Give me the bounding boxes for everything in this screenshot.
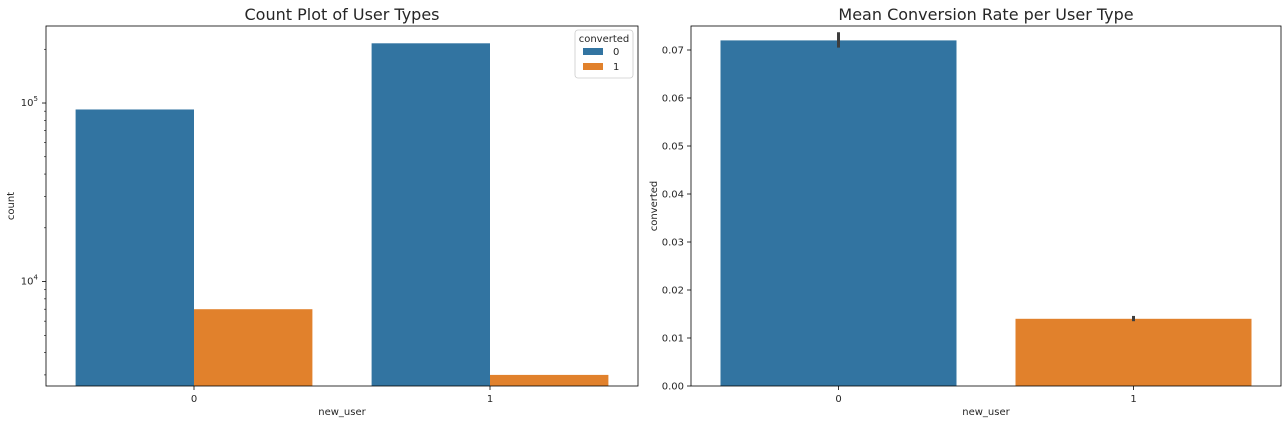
- x-tick-label-1: 1: [1130, 394, 1136, 405]
- y-tick-label-7: 0.07: [662, 46, 684, 57]
- bar-new-user-0-converted-1: [194, 309, 313, 386]
- bar-new-user-1: [1015, 318, 1252, 386]
- count-plot-title: Count Plot of User Types: [245, 5, 440, 24]
- legend-label-0: 0: [613, 47, 619, 58]
- legend-label-1: 1: [613, 62, 619, 73]
- count-plot-y-label: count: [6, 192, 17, 220]
- y-tick-label-5: 0.05: [662, 142, 684, 153]
- y-tick-label-4: 0.04: [662, 190, 684, 201]
- y-tick-label-2: 0.02: [662, 286, 684, 297]
- conversion-rate-y-ticks: 0.00 0.01 0.02 0.03 0.04 0.05 0.06 0.07: [662, 46, 691, 393]
- x-tick-label-0: 0: [835, 394, 841, 405]
- legend-swatch-1: [583, 63, 603, 70]
- count-plot-frame: [45, 25, 639, 387]
- count-plot-legend: converted 0 1: [574, 29, 634, 79]
- x-tick-label-1: 1: [487, 394, 493, 405]
- y-tick-label-3: 0.03: [662, 238, 684, 249]
- count-plot-area: [75, 43, 609, 387]
- conversion-rate-y-label: converted: [649, 181, 660, 232]
- count-plot-y-ticks: 104 105: [21, 48, 46, 376]
- conversion-rate-panel: Mean Conversion Rate per User Type 0.000…: [649, 5, 1282, 418]
- conversion-rate-x-label: new_user: [962, 407, 1010, 418]
- bar-new-user-0-converted-0: [75, 109, 194, 386]
- bar-new-user-1-converted-0: [371, 43, 490, 387]
- y-tick-label-0: 104: [21, 274, 39, 288]
- conversion-rate-frame: [690, 25, 1282, 387]
- y-tick-label-1: 0.01: [662, 334, 684, 345]
- conversion-rate-plot-area: [720, 32, 1252, 387]
- y-tick-label-1: 105: [21, 95, 38, 109]
- legend-swatch-0: [583, 48, 603, 55]
- conversion-rate-title: Mean Conversion Rate per User Type: [838, 5, 1133, 24]
- x-tick-label-0: 0: [191, 394, 197, 405]
- bar-new-user-0: [720, 40, 957, 387]
- y-tick-label-0: 0.00: [662, 382, 684, 393]
- count-plot-x-label: new_user: [318, 407, 366, 418]
- bar-new-user-1-converted-1: [490, 374, 609, 386]
- legend-title: converted: [579, 34, 630, 45]
- y-tick-label-6: 0.06: [662, 94, 684, 105]
